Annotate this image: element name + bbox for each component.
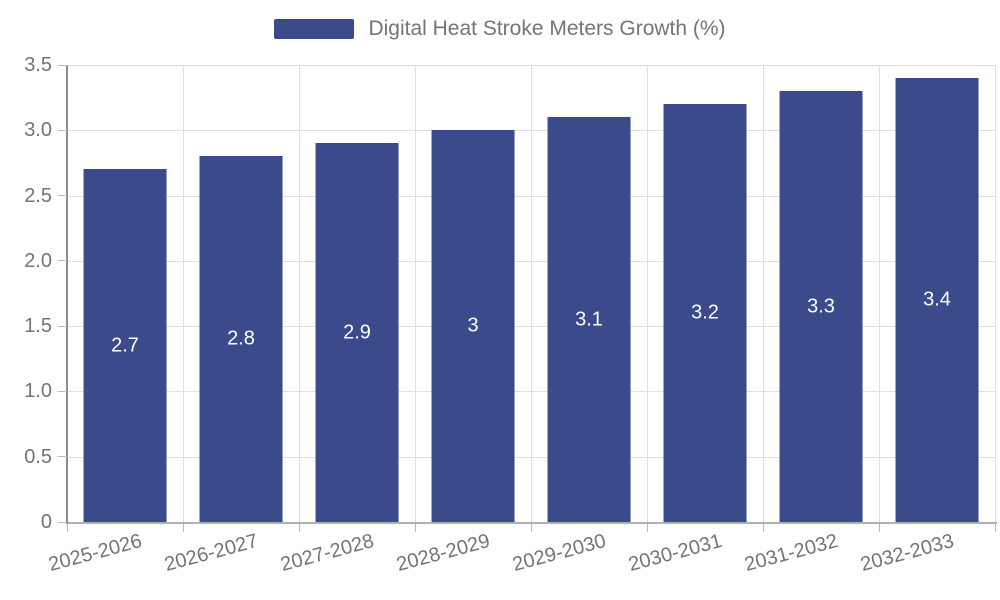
y-tick-label: 2.0	[24, 249, 52, 272]
x-tick-label: 2031-2032	[742, 530, 841, 577]
bar: 3.4	[895, 78, 979, 522]
bar: 2.9	[315, 143, 399, 522]
x-tick-label: 2025-2026	[46, 530, 145, 577]
y-axis-line	[66, 65, 68, 524]
y-tick-mark	[58, 325, 67, 327]
x-tick-mark	[66, 524, 68, 532]
category-slot: 2.7	[67, 65, 183, 522]
plot-area: 2.7 2.8 2.9 3 3.1 3.2 3.3 3.4	[58, 64, 997, 532]
y-tick-label: 1.5	[24, 315, 52, 338]
y-tick-label: 2.5	[24, 184, 52, 207]
legend-label: Digital Heat Stroke Meters Growth (%)	[368, 17, 726, 40]
y-tick-mark	[58, 195, 67, 197]
legend: Digital Heat Stroke Meters Growth (%)	[0, 17, 1000, 41]
x-tick-mark	[414, 524, 416, 532]
category-slot: 3.4	[879, 65, 995, 522]
y-tick-mark	[58, 390, 67, 392]
x-tick-mark	[994, 524, 996, 532]
x-tick-label: 2030-2031	[626, 530, 725, 577]
bar-value-label: 2.9	[343, 321, 371, 344]
bars-layer: 2.7 2.8 2.9 3 3.1 3.2 3.3 3.4	[67, 65, 995, 522]
x-tick-label: 2028-2029	[394, 530, 493, 577]
bar: 3	[431, 130, 515, 522]
v-gridline	[763, 65, 764, 522]
category-slot: 2.8	[183, 65, 299, 522]
x-tick-mark	[182, 524, 184, 532]
bar: 3.2	[663, 104, 747, 522]
v-gridline	[879, 65, 880, 522]
x-axis-labels: 2025-2026 2026-2027 2027-2028 2028-2029 2029…	[0, 530, 1000, 600]
bar-value-label: 3.1	[575, 308, 603, 331]
bar-value-label: 3.3	[807, 295, 835, 318]
x-tick-label: 2027-2028	[278, 530, 377, 577]
bar-value-label: 3.2	[691, 301, 719, 324]
bar-value-label: 3	[467, 314, 479, 337]
y-tick-mark	[58, 521, 67, 523]
category-slot: 3	[415, 65, 531, 522]
category-slot: 3.3	[763, 65, 879, 522]
y-tick-label: 1.0	[24, 380, 52, 403]
v-gridline	[647, 65, 648, 522]
v-gridline	[531, 65, 532, 522]
x-tick-label: 2032-2033	[858, 530, 957, 577]
x-tick-label: 2029-2030	[510, 530, 609, 577]
x-tick-mark	[298, 524, 300, 532]
bar-value-label: 3.4	[923, 288, 951, 311]
bar: 3.1	[547, 117, 631, 522]
y-tick-mark	[58, 456, 67, 458]
y-tick-label: 3.5	[24, 54, 52, 76]
y-tick-label: 0.5	[24, 445, 52, 468]
bar: 3.3	[779, 91, 863, 522]
bar: 2.7	[83, 169, 167, 522]
bar: 2.8	[199, 156, 283, 522]
x-tick-mark	[530, 524, 532, 532]
legend-swatch	[274, 19, 355, 39]
category-slot: 2.9	[299, 65, 415, 522]
v-gridline	[183, 65, 184, 522]
category-slot: 3.1	[531, 65, 647, 522]
x-tick-mark	[878, 524, 880, 532]
y-tick-label: 3.0	[24, 119, 52, 142]
v-gridline	[299, 65, 300, 522]
bar-value-label: 2.7	[111, 334, 139, 357]
x-tick-mark	[762, 524, 764, 532]
y-tick-mark	[58, 260, 67, 262]
v-gridline	[415, 65, 416, 522]
x-tick-mark	[646, 524, 648, 532]
category-slot: 3.2	[647, 65, 763, 522]
y-tick-mark	[58, 129, 67, 131]
y-tick-mark	[58, 64, 67, 66]
x-tick-label: 2026-2027	[162, 530, 261, 577]
v-gridline	[995, 65, 996, 522]
x-axis-line	[66, 522, 997, 524]
bar-value-label: 2.8	[227, 327, 255, 350]
y-tick-label: 0	[40, 511, 52, 533]
